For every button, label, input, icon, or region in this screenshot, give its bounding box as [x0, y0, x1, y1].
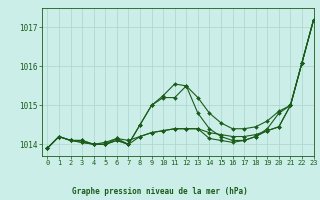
- Text: Graphe pression niveau de la mer (hPa): Graphe pression niveau de la mer (hPa): [72, 187, 248, 196]
